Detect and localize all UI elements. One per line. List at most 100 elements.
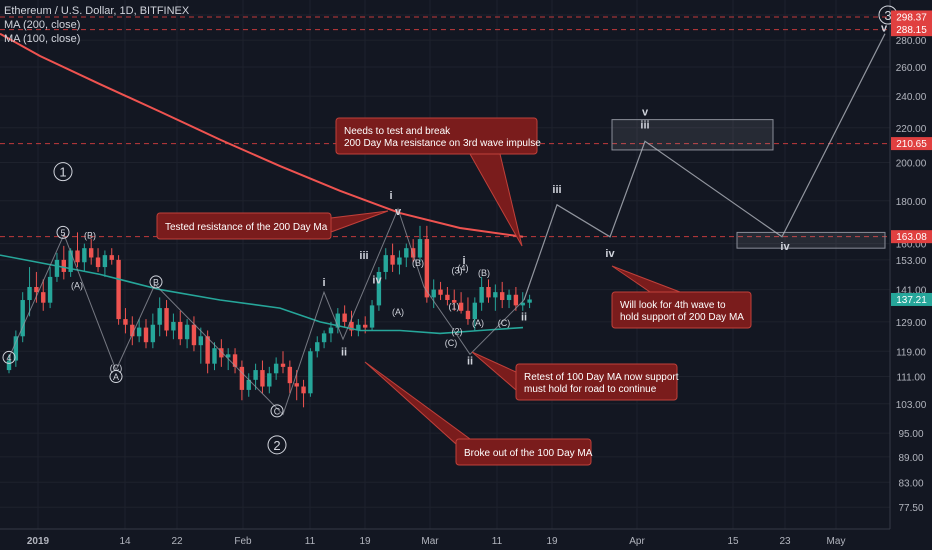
candle-body [356, 324, 361, 331]
candle-body [232, 354, 238, 367]
candle-body [89, 248, 94, 258]
candle-body [239, 366, 245, 390]
wave-label: iii [640, 120, 649, 132]
time-tick-label: 11 [305, 536, 316, 547]
candle-body [280, 363, 286, 367]
candle-body [198, 336, 203, 346]
candle-body [287, 366, 293, 384]
candle-body [328, 327, 334, 334]
candle-body [205, 336, 210, 364]
price-tick-label: 77.50 [898, 503, 923, 514]
time-tick-label: Apr [629, 536, 645, 547]
wave-label: (C) [445, 338, 458, 348]
candle-body [397, 257, 402, 265]
wave-count-path [8, 207, 525, 416]
ma200-line [0, 32, 524, 238]
price-tag [891, 10, 932, 24]
wave-label-circle [56, 225, 70, 239]
wave-label: iii [552, 184, 561, 196]
candle-body [95, 257, 101, 268]
price-tick-label: 129.00 [896, 318, 927, 329]
annotation-text: must hold for road to continue [524, 384, 657, 395]
time-tick-label: 19 [546, 536, 558, 547]
wave-label: i [322, 277, 325, 289]
candle-body [315, 342, 320, 352]
candle-body [267, 373, 272, 387]
price-tag-label: 298.37 [896, 12, 927, 23]
candle-body [61, 259, 66, 272]
annotation-box [455, 438, 592, 466]
candle-body [273, 363, 279, 374]
price-tick-label: 89.00 [898, 453, 923, 464]
time-axis: 2019 14 22 Feb 11 19 Mar 11 19 Apr 15 23 May [27, 536, 846, 547]
candle-body [301, 386, 306, 394]
wave-label: (2) [452, 326, 463, 336]
annotation-callout: Broke out of the 100 Day MA [364, 361, 593, 466]
candle-body [157, 308, 162, 325]
candle-body [136, 327, 142, 337]
price-tick-label: 160.00 [896, 240, 927, 251]
target-zone-box [736, 231, 886, 249]
wave-label: 5 [60, 228, 65, 238]
candle-body [383, 255, 388, 272]
price-tick-label: 95.00 [898, 429, 923, 440]
annotation-text: 200 Day Ma resistance on 3rd wave impuls… [344, 138, 541, 149]
wave-label: 3 [884, 8, 891, 23]
wave-label: (B) [478, 268, 490, 278]
projection-path [523, 33, 886, 301]
price-tags: 298.37 288.15 210.65 163.08 137.21 [891, 10, 932, 306]
price-tick-label: 153.00 [896, 256, 927, 267]
price-tick-label: 180.00 [896, 197, 927, 208]
candle-body [150, 324, 156, 343]
price-tag [891, 292, 932, 306]
wave-label-circle [270, 404, 284, 418]
ma200-legend-label: MA (200, close) [4, 19, 81, 31]
wave-label: v [881, 22, 888, 34]
candle-body [527, 299, 532, 303]
annotation-box [335, 117, 538, 155]
wave-label: A [113, 372, 119, 382]
time-tick-label: 22 [171, 536, 183, 547]
wave-label-circle [53, 162, 73, 182]
wave-label: i [462, 255, 465, 267]
candle-body [47, 276, 53, 303]
candle-body [164, 308, 169, 331]
annotation-text: Tested resistance of the 200 Day Ma [165, 222, 328, 233]
candle-body [68, 250, 73, 272]
price-tag-label: 163.08 [896, 232, 927, 243]
time-tick-label: 2019 [27, 536, 50, 547]
wave-label: iv [605, 248, 615, 260]
annotation-text: Will look for 4th wave to [620, 300, 726, 311]
ma100-legend-label: MA (100, close) [4, 33, 81, 45]
wave-label-circle [2, 350, 16, 364]
candle-body [424, 239, 430, 298]
time-tick-label: 19 [359, 536, 371, 547]
candle-body [493, 292, 498, 298]
candle-body [506, 294, 512, 301]
price-tick-label: 111.00 [896, 373, 926, 384]
candle-body [520, 302, 525, 306]
wave-label: B [153, 277, 159, 287]
candle-body [171, 321, 176, 331]
wave-label-circle [109, 370, 123, 384]
candle-body [260, 370, 265, 387]
candle-body [6, 360, 12, 371]
time-tick-label: 23 [779, 536, 791, 547]
wave-label: (B) [84, 231, 96, 241]
annotation-text: hold support of 200 Day MA [620, 312, 744, 323]
chart-legend: Ethereum / U.S. Dollar, 1D, BITFINEX MA … [4, 4, 189, 46]
candle-body [75, 250, 80, 263]
candle-body [445, 294, 450, 301]
candle-body [178, 321, 183, 340]
candle-body [130, 324, 135, 337]
wave-label: C [274, 406, 281, 416]
candles [6, 225, 532, 408]
candle-body [404, 248, 409, 258]
wave-label: (C) [498, 318, 511, 328]
